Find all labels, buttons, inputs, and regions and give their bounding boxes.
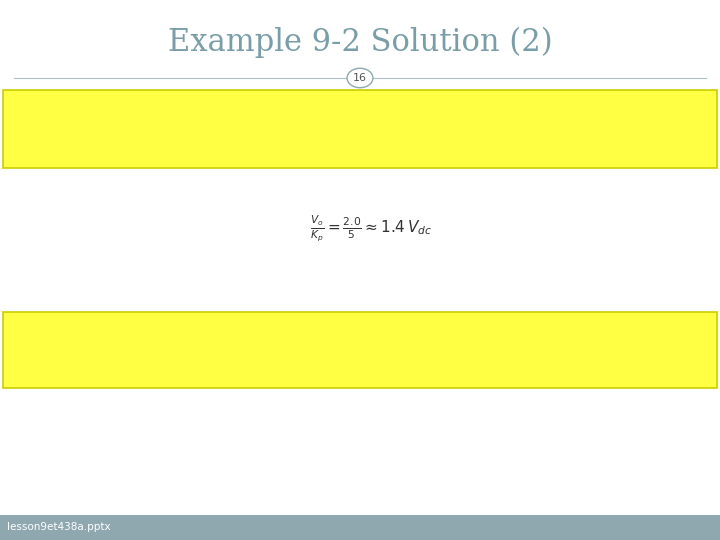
Text: Example 9-2 Solution (2): Example 9-2 Solution (2) (168, 26, 552, 58)
Text: =5 and compute new residual error: =5 and compute new residual error (48, 143, 353, 158)
Text: Set K: Set K (10, 143, 55, 158)
Text: Residual or steady-state error decreases inversely as the proportional gain: Residual or steady-state error decreases… (10, 322, 657, 338)
Text: 16: 16 (353, 73, 367, 83)
Text: $\frac{V_o}{K_p} = \frac{2.0}{5} \approx 1.4\,V_{dc}$: $\frac{V_o}{K_p} = \frac{2.0}{5} \approx… (310, 213, 432, 243)
Text: must increase to infinity.: must increase to infinity. (315, 105, 540, 120)
Text: For residual (stead-state) error to reach 0, K: For residual (stead-state) error to reac… (10, 105, 393, 120)
Text: p: p (309, 111, 317, 121)
Text: increases: increases (10, 361, 91, 375)
Text: p: p (42, 148, 50, 158)
Text: lesson9et438a.pptx: lesson9et438a.pptx (7, 523, 111, 532)
